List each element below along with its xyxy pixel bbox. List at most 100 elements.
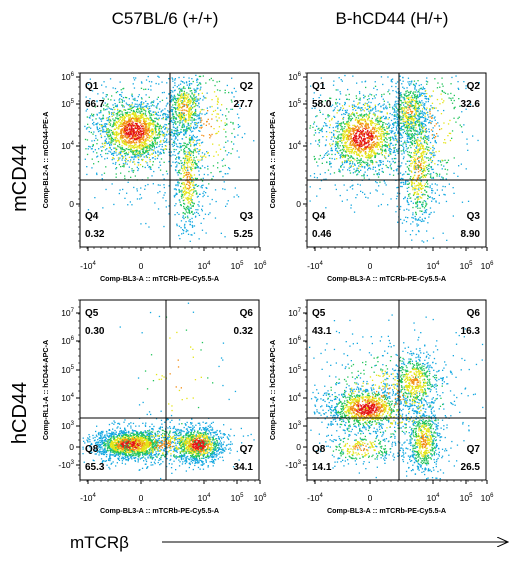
- event-dot: [197, 185, 200, 187]
- event-dot: [201, 92, 203, 94]
- event-dot: [397, 130, 399, 132]
- event-dot: [170, 100, 173, 102]
- event-dot: [180, 128, 182, 131]
- event-dot: [128, 119, 130, 121]
- event-dot: [140, 108, 142, 110]
- event-dot: [146, 105, 148, 107]
- event-dot: [340, 126, 343, 128]
- event-dot: [333, 134, 335, 137]
- event-dot: [363, 133, 365, 135]
- event-dot: [121, 137, 123, 139]
- event-dot: [152, 121, 154, 123]
- event-dot: [415, 113, 417, 116]
- event-dot: [375, 135, 377, 137]
- event-dot: [143, 138, 145, 140]
- event-dot: [397, 120, 399, 123]
- event-dot: [336, 150, 338, 152]
- event-dot: [351, 144, 353, 146]
- event-dot: [154, 132, 156, 134]
- event-dot: [121, 117, 123, 119]
- event-dot: [206, 107, 208, 109]
- event-dot: [355, 151, 357, 153]
- event-dot: [187, 230, 189, 232]
- event-dot: [182, 191, 184, 193]
- event-dot: [403, 118, 405, 120]
- event-dot: [422, 187, 424, 189]
- event-dot: [359, 184, 361, 186]
- event-dot: [91, 145, 94, 148]
- quadrant-percent: 5.25: [234, 229, 254, 240]
- event-dot: [370, 157, 372, 159]
- event-dot: [123, 127, 125, 129]
- event-dot: [152, 145, 154, 147]
- event-dot: [140, 124, 142, 126]
- event-dot: [412, 221, 414, 223]
- event-dot: [125, 148, 127, 150]
- event-dot: [329, 173, 332, 175]
- event-dot: [157, 154, 159, 157]
- event-dot: [360, 132, 362, 134]
- event-dot: [134, 163, 136, 165]
- event-dot: [374, 107, 376, 109]
- event-dot: [183, 104, 185, 106]
- event-dot: [142, 122, 144, 125]
- event-dot: [124, 141, 127, 143]
- event-dot: [188, 138, 191, 140]
- event-dot: [185, 118, 187, 120]
- event-dot: [145, 120, 148, 122]
- event-dot: [407, 101, 410, 104]
- event-dot: [137, 137, 139, 139]
- event-dot: [437, 160, 439, 162]
- event-dot: [429, 213, 431, 215]
- event-dot: [378, 144, 380, 146]
- event-dot: [374, 106, 377, 108]
- event-dot: [179, 146, 181, 149]
- event-dot: [108, 113, 110, 115]
- event-dot: [189, 186, 192, 188]
- event-dot: [132, 153, 134, 155]
- event-dot: [121, 140, 123, 142]
- event-dot: [190, 175, 193, 177]
- event-dot: [147, 127, 150, 129]
- event-dot: [136, 109, 138, 111]
- event-dot: [183, 151, 185, 153]
- event-dot: [359, 119, 361, 121]
- event-dot: [163, 132, 165, 134]
- event-dot: [407, 77, 410, 79]
- event-dot: [136, 131, 138, 133]
- event-dot: [85, 110, 87, 112]
- event-dot: [113, 151, 115, 153]
- event-dot: [149, 160, 151, 163]
- event-dot: [178, 156, 180, 158]
- event-dot: [189, 207, 191, 209]
- event-dot: [174, 82, 176, 84]
- event-dot: [349, 151, 351, 153]
- event-dot: [129, 161, 131, 163]
- event-dot: [151, 139, 153, 141]
- event-dot: [423, 107, 425, 109]
- event-dot: [359, 149, 361, 152]
- event-dot: [348, 124, 351, 126]
- event-dot: [418, 115, 420, 117]
- event-dot: [180, 173, 182, 175]
- event-dot: [425, 127, 427, 130]
- event-dot: [423, 104, 425, 106]
- event-dot: [123, 141, 125, 143]
- event-dot: [189, 182, 191, 184]
- event-dot: [196, 211, 198, 213]
- event-dot: [113, 143, 115, 145]
- event-dot: [420, 94, 422, 96]
- event-dot: [417, 103, 420, 105]
- event-dot: [179, 97, 181, 99]
- event-dot: [106, 148, 108, 150]
- event-dot: [124, 136, 127, 138]
- event-dot: [149, 149, 151, 151]
- event-dot: [189, 218, 191, 221]
- event-dot: [100, 130, 102, 132]
- event-dot: [174, 214, 176, 216]
- event-dot: [201, 108, 203, 111]
- event-dot: [393, 118, 395, 120]
- event-dot: [129, 144, 132, 146]
- event-dot: [178, 88, 180, 90]
- event-dot: [220, 120, 222, 122]
